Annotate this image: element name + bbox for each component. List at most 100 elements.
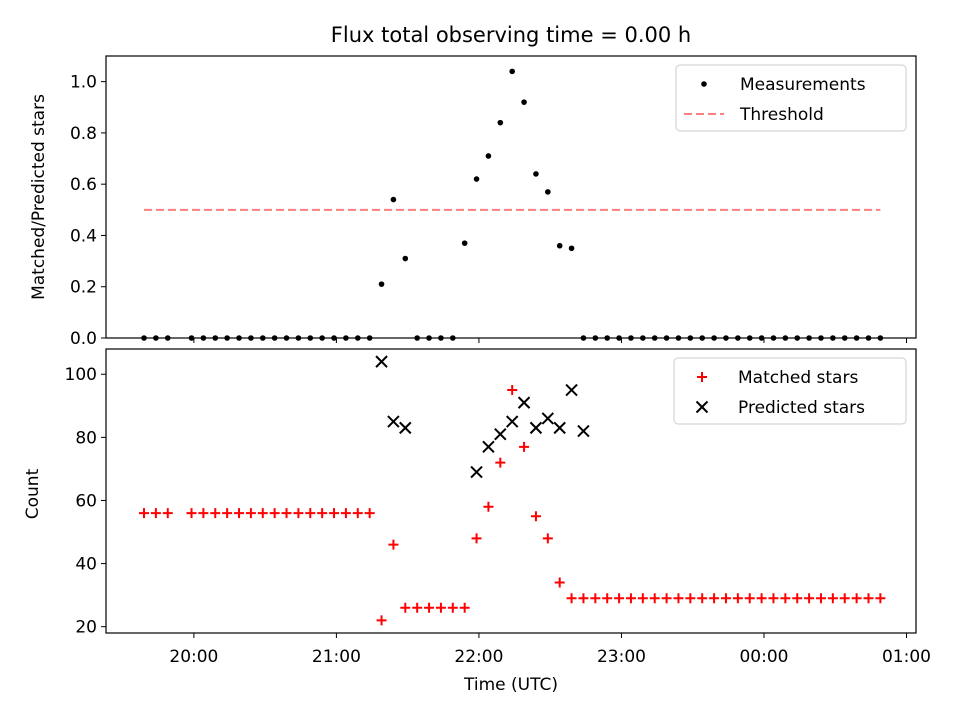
top-legend: Measurements Threshold bbox=[675, 64, 907, 132]
bottom-panel: 20 40 60 80 100 20:00 21:00 22:00 23:00 00:00 01:0… bbox=[65, 348, 931, 667]
measurement-point bbox=[568, 245, 575, 252]
measurement-point bbox=[604, 335, 611, 341]
top-y-tick-label: 0.0 bbox=[70, 329, 97, 349]
matched-stars-point bbox=[827, 593, 838, 604]
bottom-y-tick-label: 20 bbox=[75, 618, 97, 638]
matched-stars-point bbox=[566, 593, 577, 604]
top-y-tick-label: 0.8 bbox=[70, 124, 97, 144]
measurement-point bbox=[141, 335, 147, 341]
measurement-point bbox=[794, 335, 801, 341]
top-legend-box bbox=[675, 64, 907, 132]
matched-stars-point bbox=[424, 602, 435, 613]
measurement-point bbox=[533, 171, 539, 177]
predicted-stars-point bbox=[553, 421, 566, 435]
measurement-point bbox=[545, 189, 551, 195]
matched-stars-point bbox=[471, 533, 482, 544]
matched-stars-point bbox=[483, 501, 494, 512]
matched-stars-point bbox=[768, 593, 779, 604]
measurement-point bbox=[735, 335, 741, 341]
predicted-stars-point bbox=[470, 465, 483, 479]
matched-stars-point bbox=[804, 593, 815, 604]
measurement-point bbox=[283, 335, 290, 341]
top-legend-label: Measurements bbox=[740, 75, 866, 95]
top-plot-frame bbox=[105, 55, 917, 339]
matched-stars-point bbox=[685, 593, 696, 604]
matched-stars-point bbox=[198, 508, 209, 519]
measurement-point bbox=[438, 335, 444, 341]
bottom-legend-box bbox=[673, 357, 907, 425]
matched-stars-point bbox=[625, 593, 636, 604]
predicted-stars-point bbox=[387, 415, 400, 428]
matched-stars-point bbox=[875, 593, 886, 604]
x-tick-label: 20:00 bbox=[169, 647, 218, 667]
top-panel: 0.0 0.2 0.4 0.6 0.8 1.0 Measurements Threshold bbox=[70, 55, 917, 349]
measurement-point bbox=[450, 335, 456, 341]
measurement-point bbox=[758, 335, 765, 341]
predicted-stars-point bbox=[482, 440, 495, 454]
matched-stars-point bbox=[447, 602, 458, 613]
predicted-stars-point bbox=[375, 355, 388, 368]
predicted-stars-point bbox=[529, 421, 543, 435]
matched-stars-point bbox=[352, 508, 363, 519]
matched-stars-point bbox=[530, 511, 541, 522]
measurement-point bbox=[663, 335, 670, 341]
predicted-stars-point bbox=[565, 383, 578, 397]
measurement-point bbox=[675, 335, 682, 341]
measurement-point bbox=[319, 335, 325, 341]
matched-stars-point bbox=[780, 593, 791, 604]
measurement-point bbox=[224, 335, 230, 341]
matched-stars-point bbox=[139, 508, 150, 519]
measurement-point bbox=[414, 335, 420, 341]
predicted-stars-point bbox=[541, 412, 555, 425]
bottom-y-axis-label: Count bbox=[23, 468, 43, 519]
measurement-point bbox=[295, 335, 302, 341]
matched-stars-point bbox=[150, 508, 161, 519]
bottom-legend-label: Matched stars bbox=[738, 368, 858, 388]
measurement-point bbox=[818, 335, 824, 341]
measurement-point bbox=[248, 335, 254, 341]
matched-stars-point bbox=[435, 602, 446, 613]
matched-stars-point bbox=[744, 593, 755, 604]
measurement-point bbox=[746, 335, 753, 341]
measurement-point bbox=[640, 335, 646, 341]
matched-stars-point bbox=[709, 593, 720, 604]
measurement-point bbox=[473, 176, 480, 182]
predicted-stars-point bbox=[505, 415, 519, 428]
matched-stars-point bbox=[863, 593, 874, 604]
bottom-y-tick-label: 60 bbox=[75, 491, 97, 511]
predicted-stars-point bbox=[577, 424, 590, 438]
measurement-point bbox=[830, 335, 836, 341]
measurement-point bbox=[485, 153, 492, 159]
measurement-point bbox=[378, 281, 385, 287]
matched-stars-point bbox=[234, 508, 245, 519]
matched-stars-point bbox=[851, 593, 862, 604]
matched-stars-point bbox=[257, 508, 268, 519]
x-tick-label: 21:00 bbox=[312, 647, 361, 667]
matched-stars-point bbox=[340, 508, 351, 519]
matched-stars-point bbox=[329, 508, 340, 519]
measurement-point bbox=[188, 335, 195, 341]
measurement-point bbox=[200, 335, 207, 341]
measurement-point bbox=[841, 335, 848, 341]
bottom-plot-frame bbox=[105, 348, 917, 634]
measurement-point bbox=[806, 335, 812, 341]
matched-stars-point bbox=[269, 508, 280, 519]
top-y-tick-label: 1.0 bbox=[70, 73, 97, 93]
bottom-y-tick-label: 100 bbox=[65, 365, 97, 385]
measurement-point bbox=[497, 119, 504, 126]
matched-stars-point bbox=[507, 385, 518, 396]
measurement-point bbox=[865, 335, 872, 341]
matched-stars-point bbox=[162, 508, 173, 519]
matched-stars-point bbox=[317, 508, 328, 519]
measurement-point bbox=[687, 335, 694, 341]
matched-stars-point bbox=[210, 508, 221, 519]
predicted-stars-point bbox=[399, 421, 412, 435]
measurement-point bbox=[580, 335, 587, 341]
measurement-point bbox=[521, 99, 527, 105]
matched-stars-point bbox=[697, 593, 708, 604]
matched-stars-point bbox=[649, 593, 660, 604]
measurement-point bbox=[770, 335, 777, 341]
bottom-y-tick-label: 40 bbox=[75, 555, 97, 575]
measurement-point bbox=[699, 335, 706, 341]
measurement-point bbox=[711, 335, 717, 341]
